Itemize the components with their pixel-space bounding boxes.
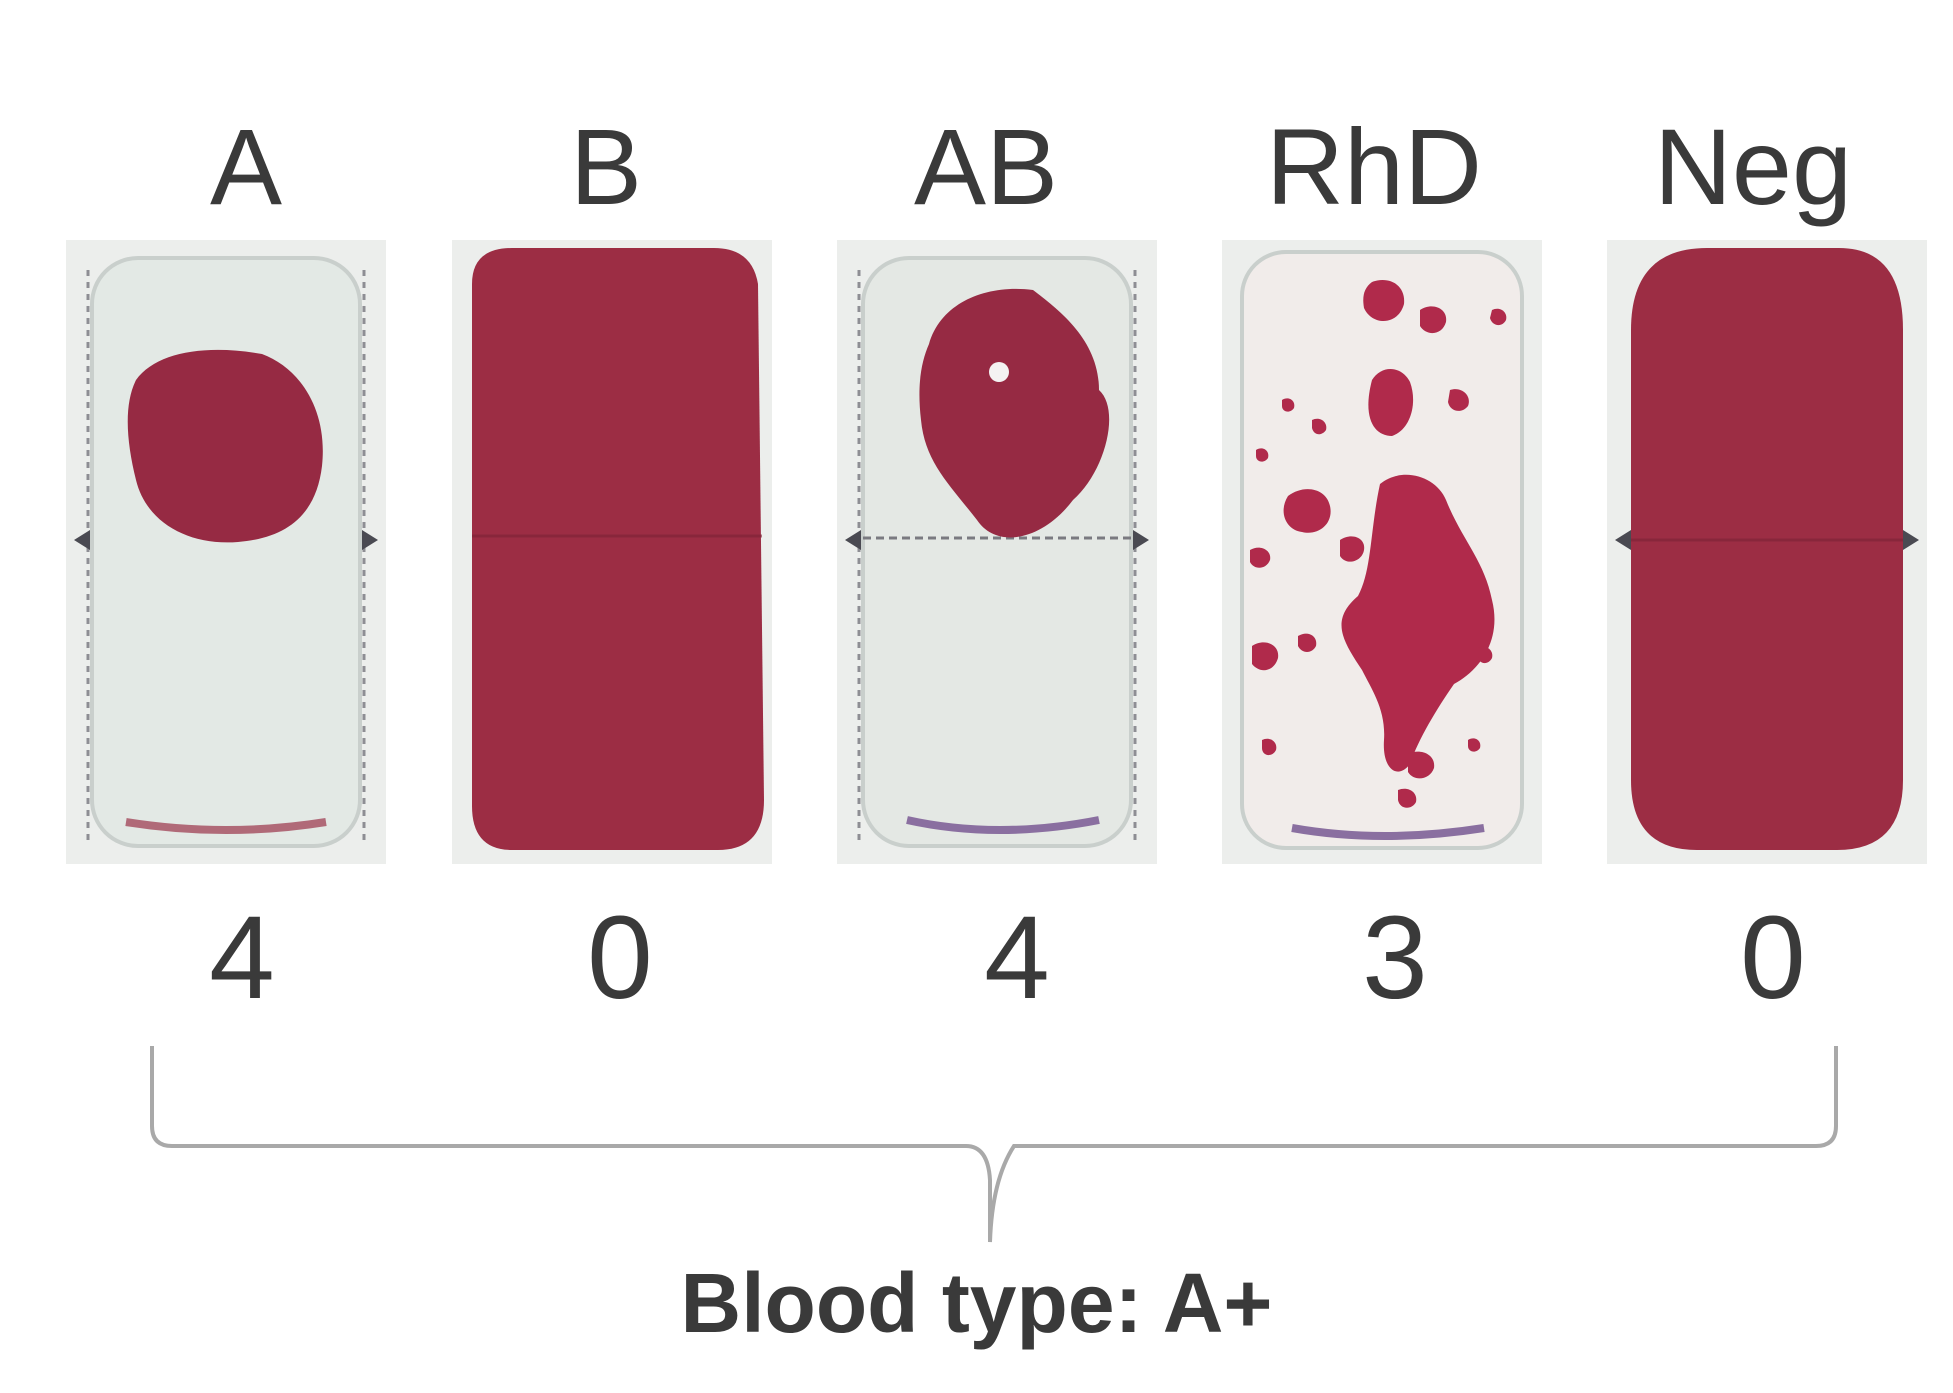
column-label-a: A: [209, 106, 283, 227]
test-card-rhd: [1222, 240, 1542, 864]
test-card-b: [452, 240, 772, 864]
test-card-a: [66, 240, 386, 864]
column-label-rhd: RhD: [1265, 106, 1483, 227]
agglutinate-blob: [127, 349, 323, 543]
blood-type-result: Blood type: A+: [680, 1256, 1273, 1350]
score-a: 4: [209, 892, 275, 1024]
score-neg: 0: [1740, 892, 1806, 1024]
column-label-b: B: [569, 106, 643, 227]
test-card-neg: [1607, 240, 1927, 864]
score-rhd: 3: [1362, 892, 1428, 1024]
column-label-neg: Neg: [1653, 106, 1853, 227]
column-label-ab: AB: [913, 106, 1059, 227]
agglutinate-blob: [919, 288, 1110, 538]
score-b: 0: [587, 892, 653, 1024]
test-card-ab: [837, 240, 1157, 864]
score-ab: 4: [984, 892, 1050, 1024]
agglutinate-clumps: [1250, 280, 1507, 808]
